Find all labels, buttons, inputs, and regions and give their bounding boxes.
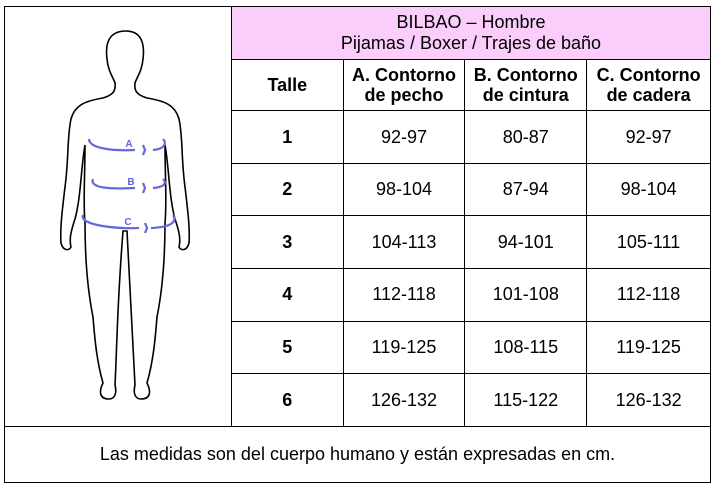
title-line2: Pijamas / Boxer / Trajes de baño xyxy=(340,32,602,53)
title-line1: BILBAO – Hombre xyxy=(396,11,546,32)
col-header-cadera: C. Contorno de cadera xyxy=(586,58,711,112)
footer-note: Las medidas son del cuerpo humano y está… xyxy=(4,426,711,483)
size-chart-table: A B C BILBAO – Hombre Pijamas / Boxer / … xyxy=(4,6,711,483)
table-row: 5 119-125 108-115 119-125 xyxy=(5,320,711,375)
marker-label-c: C xyxy=(124,217,131,228)
marker-label-b: B xyxy=(127,177,134,188)
table-row: 3 104-113 94-101 105-111 xyxy=(5,215,711,270)
table-row: 4 112-118 101-108 112-118 xyxy=(5,268,711,322)
col-header-pecho: A. Contorno de pecho xyxy=(342,58,466,112)
body-figure-cell: A B C xyxy=(4,6,232,427)
table-row: 2 98-104 87-94 98-104 xyxy=(5,162,711,217)
body-outline-icon: A B C xyxy=(59,30,191,400)
col-header-talle: Talle xyxy=(231,58,344,112)
table-row: 1 92-97 80-87 92-97 xyxy=(5,110,711,164)
table-row: 6 126-132 115-122 126-132 xyxy=(5,373,711,427)
marker-label-a: A xyxy=(125,139,132,150)
chart-title: BILBAO – Hombre Pijamas / Boxer / Trajes… xyxy=(231,6,711,60)
col-header-cintura: B. Contorno de cintura xyxy=(464,58,588,112)
